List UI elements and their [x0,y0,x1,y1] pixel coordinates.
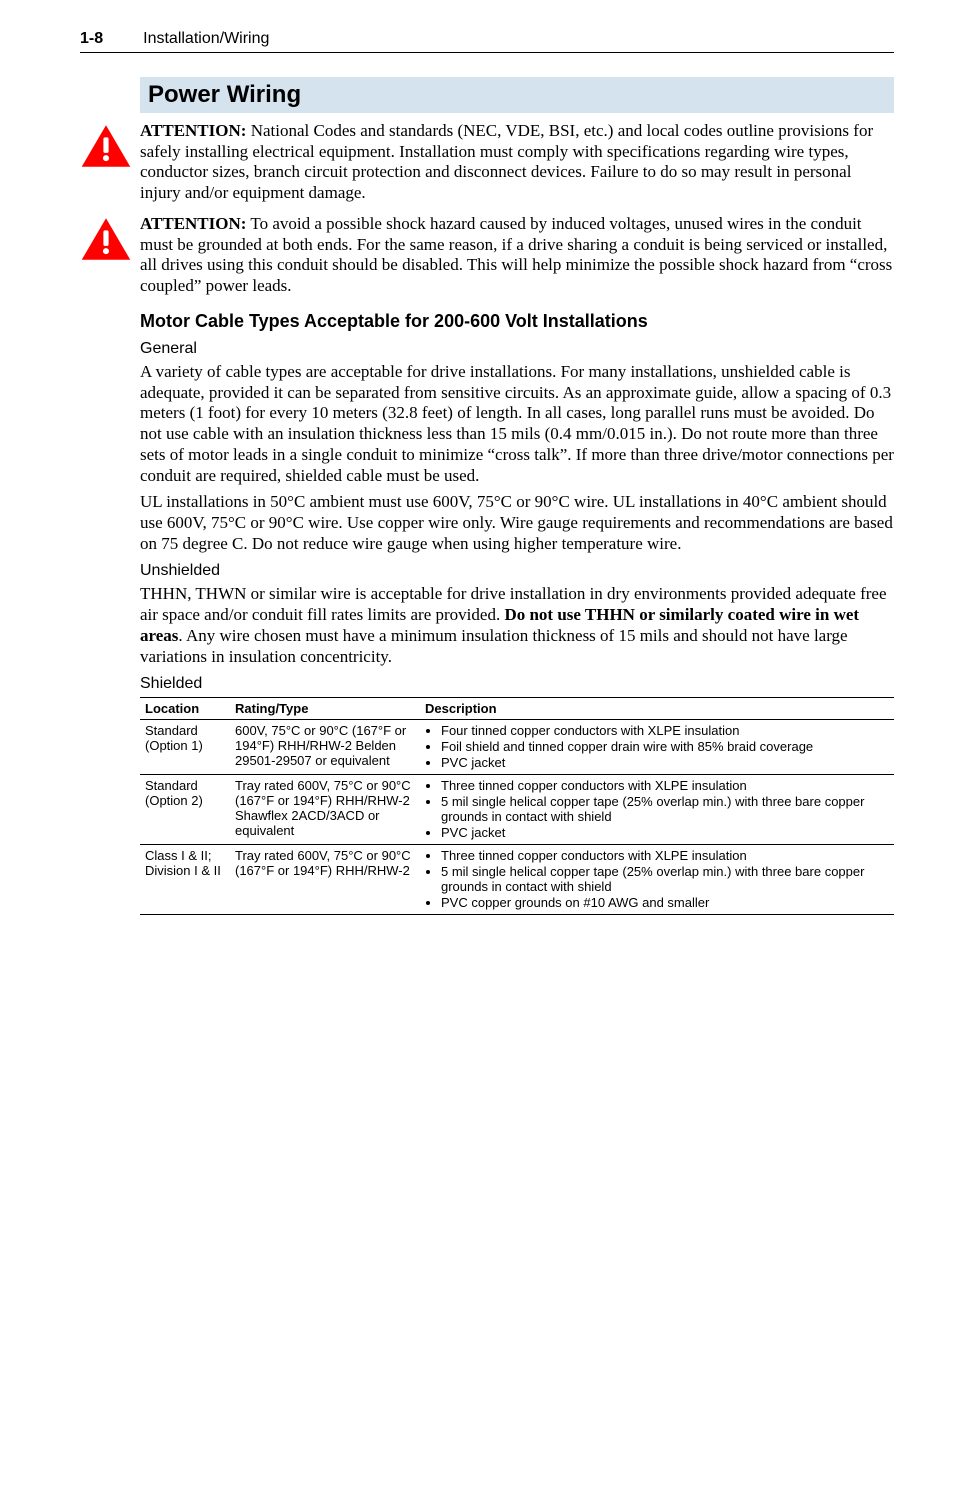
attention-text: ATTENTION: National Codes and standards … [140,121,894,204]
attention-text: ATTENTION: To avoid a possible shock haz… [140,214,894,297]
description-list: Three tinned copper conductors with XLPE… [425,848,889,910]
paragraph-general-1: A variety of cable types are acceptable … [140,362,894,486]
attention-label: ATTENTION: [140,214,246,233]
attention-block: ATTENTION: National Codes and standards … [80,121,894,204]
cell-rating-type: 600V, 75°C or 90°C (167°F or 194°F) RHH/… [230,720,420,775]
cell-description: Three tinned copper conductors with XLPE… [420,775,894,845]
paragraph-unshielded: THHN, THWN or similar wire is acceptable… [140,584,894,667]
attention-icon-col [80,121,140,204]
cell-rating-type: Tray rated 600V, 75°C or 90°C (167°F or … [230,845,420,915]
cell-rating-type: Tray rated 600V, 75°C or 90°C (167°F or … [230,775,420,845]
attention-label: ATTENTION: [140,121,246,140]
description-item: 5 mil single helical copper tape (25% ov… [441,864,889,894]
cell-location: Class I & II; Division I & II [140,845,230,915]
attention-body: National Codes and standards (NEC, VDE, … [140,121,873,202]
table-row: Class I & II; Division I & IITray rated … [140,845,894,915]
shielded-table: Location Rating/Type Description Standar… [140,697,894,915]
section-title-bar: Power Wiring [140,77,894,113]
th-description: Description [420,698,894,720]
description-list: Three tinned copper conductors with XLPE… [425,778,889,840]
description-item: PVC jacket [441,755,889,770]
unshielded-post: . Any wire chosen must have a minimum in… [140,626,848,666]
paragraph-general-2: UL installations in 50°C ambient must us… [140,492,894,554]
chapter-title: Installation/Wiring [143,30,269,48]
cell-location: Standard (Option 1) [140,720,230,775]
description-list: Four tinned copper conductors with XLPE … [425,723,889,770]
table-row: Standard (Option 1)600V, 75°C or 90°C (1… [140,720,894,775]
description-item: Three tinned copper conductors with XLPE… [441,778,889,793]
warning-triangle-icon [80,123,132,169]
heading-general: General [140,340,894,358]
section-title: Power Wiring [148,81,301,108]
heading-unshielded: Unshielded [140,562,894,580]
table-row: Standard (Option 2)Tray rated 600V, 75°C… [140,775,894,845]
attention-block: ATTENTION: To avoid a possible shock haz… [80,214,894,297]
description-item: Three tinned copper conductors with XLPE… [441,848,889,863]
cell-description: Four tinned copper conductors with XLPE … [420,720,894,775]
description-item: PVC copper grounds on #10 AWG and smalle… [441,895,889,910]
th-rating-type: Rating/Type [230,698,420,720]
description-item: PVC jacket [441,825,889,840]
description-item: Foil shield and tinned copper drain wire… [441,739,889,754]
cell-location: Standard (Option 2) [140,775,230,845]
description-item: Four tinned copper conductors with XLPE … [441,723,889,738]
th-location: Location [140,698,230,720]
page-header: 1-8 Installation/Wiring [80,30,894,53]
subheading-cable-types: Motor Cable Types Acceptable for 200-600… [140,311,894,332]
page-number: 1-8 [80,30,103,48]
cell-description: Three tinned copper conductors with XLPE… [420,845,894,915]
attention-icon-col [80,214,140,297]
warning-triangle-icon [80,216,132,262]
description-item: 5 mil single helical copper tape (25% ov… [441,794,889,824]
attention-body: To avoid a possible shock hazard caused … [140,214,892,295]
heading-shielded: Shielded [140,675,894,693]
